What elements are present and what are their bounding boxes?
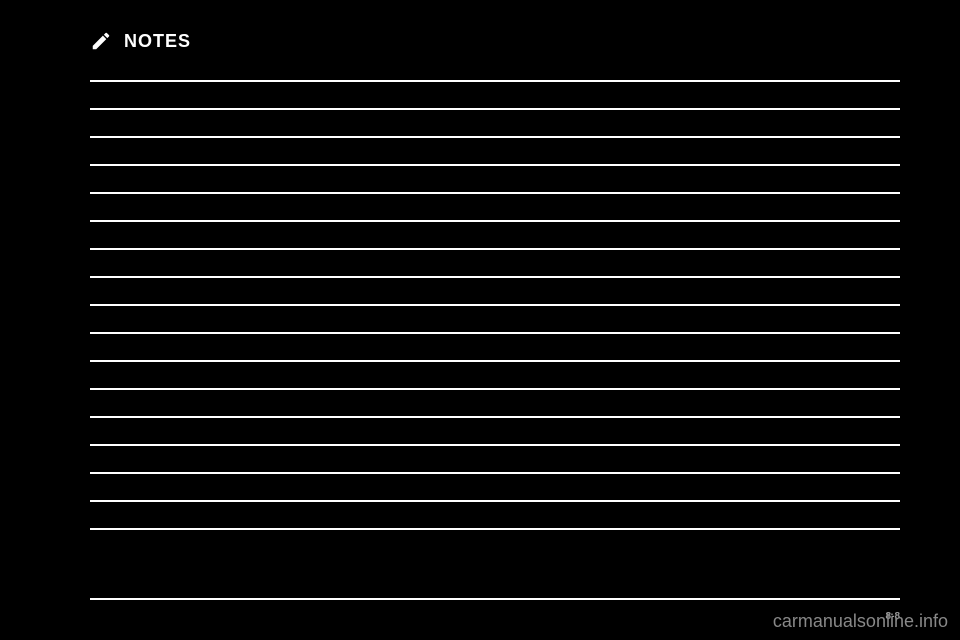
note-line <box>90 164 900 166</box>
note-line <box>90 108 900 110</box>
watermark-text: carmanualsonline.info <box>773 611 948 632</box>
note-line <box>90 388 900 390</box>
pencil-icon <box>90 30 112 52</box>
note-line <box>90 332 900 334</box>
notes-title: NOTES <box>124 31 191 52</box>
notes-header: NOTES <box>90 30 900 52</box>
note-line <box>90 276 900 278</box>
note-line <box>90 304 900 306</box>
note-line <box>90 136 900 138</box>
note-line <box>90 192 900 194</box>
note-line <box>90 248 900 250</box>
note-lines-container <box>90 80 900 530</box>
note-line <box>90 528 900 530</box>
note-line <box>90 472 900 474</box>
note-line <box>90 220 900 222</box>
page-container: NOTES 8-8 <box>0 0 960 640</box>
note-line <box>90 360 900 362</box>
note-line <box>90 80 900 82</box>
note-line <box>90 444 900 446</box>
note-line <box>90 500 900 502</box>
note-line <box>90 416 900 418</box>
footer-divider <box>90 598 900 600</box>
